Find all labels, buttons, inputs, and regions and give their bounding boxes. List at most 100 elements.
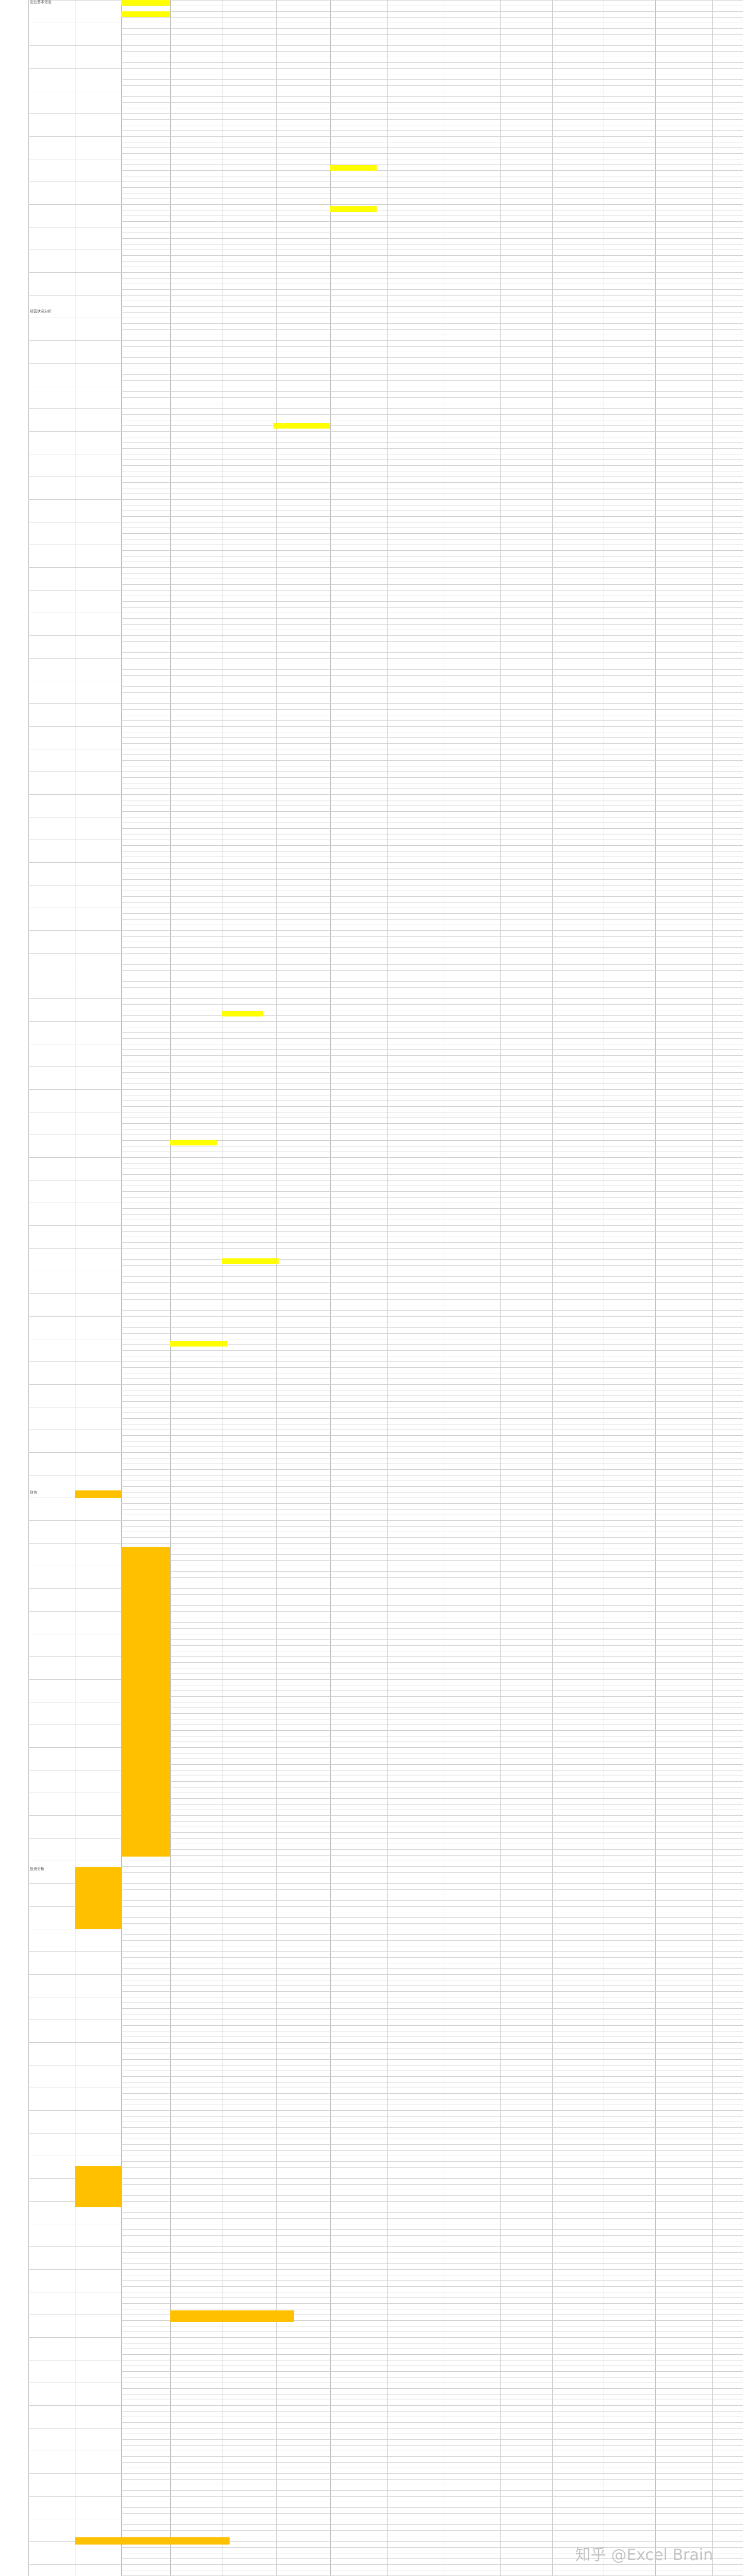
row-divider xyxy=(121,1622,743,1623)
row-divider xyxy=(121,1191,743,1192)
row-divider xyxy=(121,1560,743,1561)
row-divider xyxy=(121,2462,743,2463)
row-divider xyxy=(121,1418,743,1419)
row-divider xyxy=(28,204,743,205)
row-divider xyxy=(121,550,743,551)
row-divider xyxy=(28,340,743,341)
row-divider xyxy=(121,1832,743,1833)
row-divider xyxy=(121,987,743,988)
row-divider xyxy=(28,68,743,69)
row-divider xyxy=(121,618,743,619)
highlight-cell xyxy=(273,423,330,429)
row-divider xyxy=(121,238,743,239)
row-divider xyxy=(121,2280,743,2281)
row-divider xyxy=(121,896,743,897)
row-divider xyxy=(121,85,743,86)
row-divider xyxy=(121,970,743,971)
row-divider xyxy=(28,0,743,1)
row-divider xyxy=(121,170,743,171)
row-divider xyxy=(28,1974,743,1975)
highlight-block xyxy=(75,2166,121,2207)
row-divider xyxy=(121,1594,743,1595)
highlight-block xyxy=(75,1490,121,1498)
row-divider xyxy=(28,2337,743,2338)
row-divider xyxy=(121,1821,743,1822)
row-divider xyxy=(121,1435,743,1436)
row-divider xyxy=(121,17,743,18)
row-divider xyxy=(121,1049,743,1050)
highlight-cell xyxy=(330,165,377,171)
row-divider xyxy=(28,1316,743,1317)
row-divider xyxy=(121,1900,743,1901)
row-divider xyxy=(121,96,743,97)
row-divider xyxy=(121,902,743,903)
row-divider xyxy=(121,465,743,466)
row-divider xyxy=(121,1055,743,1056)
row-divider xyxy=(121,1004,743,1005)
row-divider xyxy=(121,1764,743,1765)
section-label: 企业基本信息 xyxy=(30,0,52,4)
row-divider xyxy=(121,2076,743,2077)
row-divider xyxy=(121,760,743,761)
row-divider xyxy=(121,936,743,937)
row-divider xyxy=(121,374,743,375)
row-divider xyxy=(121,397,743,398)
row-divider xyxy=(121,1259,743,1260)
row-divider xyxy=(121,2507,743,2508)
row-divider xyxy=(121,1798,743,1799)
watermark: 知乎 @Excel Brain xyxy=(575,2546,713,2564)
row-divider xyxy=(121,380,743,381)
row-divider xyxy=(121,187,743,188)
row-divider xyxy=(28,2133,743,2134)
row-divider xyxy=(28,1611,743,1612)
row-divider xyxy=(121,1469,743,1470)
column-divider xyxy=(28,0,29,2576)
row-divider xyxy=(28,998,743,999)
row-divider xyxy=(121,2320,743,2321)
row-divider xyxy=(121,1968,743,1969)
row-divider xyxy=(121,1367,743,1368)
row-divider xyxy=(121,442,743,443)
row-divider xyxy=(121,2524,743,2525)
row-divider xyxy=(121,692,743,693)
row-divider xyxy=(121,947,743,948)
row-divider xyxy=(121,1123,743,1124)
section-label: 投资分析 xyxy=(30,1867,44,1871)
row-divider xyxy=(28,658,743,659)
row-divider xyxy=(121,102,743,103)
section-label: 财务 xyxy=(30,1490,37,1495)
row-divider xyxy=(28,1747,743,1748)
row-divider xyxy=(121,1265,743,1266)
highlight-block xyxy=(75,1867,121,1929)
row-divider xyxy=(121,1327,743,1328)
row-divider xyxy=(121,2093,743,2094)
row-divider xyxy=(121,448,743,449)
row-divider xyxy=(28,1089,743,1090)
row-divider xyxy=(121,2195,743,2196)
row-divider xyxy=(121,2059,743,2060)
row-divider xyxy=(121,1713,743,1714)
row-divider xyxy=(28,272,743,273)
row-divider xyxy=(28,1815,743,1816)
row-divider xyxy=(121,879,743,880)
row-divider xyxy=(121,2218,743,2219)
row-divider xyxy=(28,1883,743,1884)
row-divider xyxy=(121,130,743,131)
row-divider xyxy=(28,2541,743,2542)
row-divider xyxy=(121,1310,743,1311)
row-divider xyxy=(28,295,743,296)
row-divider xyxy=(121,2558,743,2559)
row-divider xyxy=(28,1021,743,1022)
row-divider xyxy=(28,113,743,114)
row-divider xyxy=(121,1605,743,1606)
row-divider xyxy=(121,2184,743,2185)
row-divider xyxy=(28,1293,743,1294)
row-divider xyxy=(121,323,743,324)
row-divider xyxy=(121,2150,743,2151)
row-divider xyxy=(121,119,743,120)
row-divider xyxy=(121,624,743,625)
row-divider xyxy=(121,153,743,154)
row-divider xyxy=(121,1214,743,1215)
row-divider xyxy=(121,2388,743,2389)
row-divider xyxy=(28,2473,743,2474)
